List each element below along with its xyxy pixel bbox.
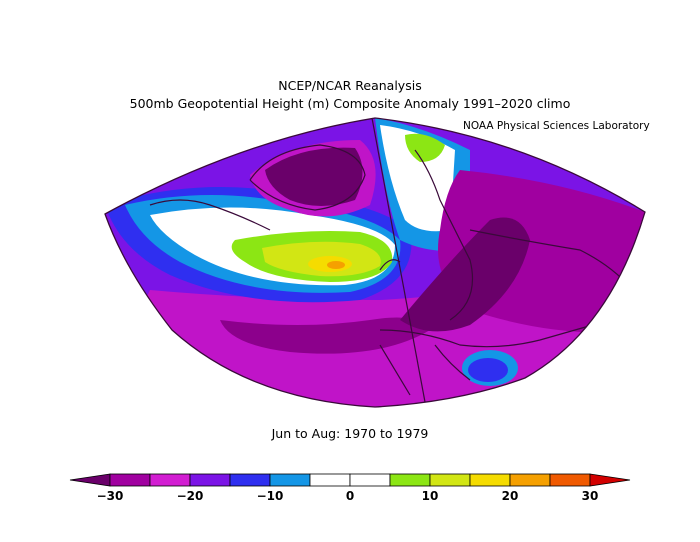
map-outline <box>104 117 646 408</box>
meridian-line <box>371 117 426 403</box>
colorbar-box <box>349 473 391 487</box>
colorbar-box <box>269 473 311 487</box>
map-title: NCEP/NCAR Reanalysis <box>278 78 422 93</box>
credit-label: NOAA Physical Sciences Laboratory <box>463 120 650 132</box>
colorbar-box <box>229 473 271 487</box>
colorbar-tick-label: 0 <box>346 489 354 503</box>
colorbar-right-triangle <box>589 473 631 487</box>
colorbar-tick-label: −10 <box>257 489 284 503</box>
colorbar-box <box>509 473 551 487</box>
colorbar-box <box>549 473 591 487</box>
colorbar-box <box>469 473 511 487</box>
colorbar-box <box>109 473 151 487</box>
map-subtitle: 500mb Geopotential Height (m) Composite … <box>129 96 571 111</box>
colorbar-box <box>389 473 431 487</box>
colorbar-box <box>189 473 231 487</box>
colorbar: −30 −20 −10 0 10 20 30 <box>69 473 631 503</box>
colorbar-tick-label: −30 <box>97 489 124 503</box>
colorbar-tick-label: 10 <box>422 489 439 503</box>
colorbar-tick-label: 20 <box>502 489 519 503</box>
period-label: Jun to Aug: 1970 to 1979 <box>271 426 429 441</box>
colorbar-tick-label: −20 <box>177 489 204 503</box>
colorbar-left-triangle <box>69 473 111 487</box>
colorbar-tick-label: 30 <box>582 489 599 503</box>
colorbar-box <box>149 473 191 487</box>
anomaly-field <box>105 118 645 407</box>
colorbar-box <box>309 473 351 487</box>
colorbar-box <box>429 473 471 487</box>
